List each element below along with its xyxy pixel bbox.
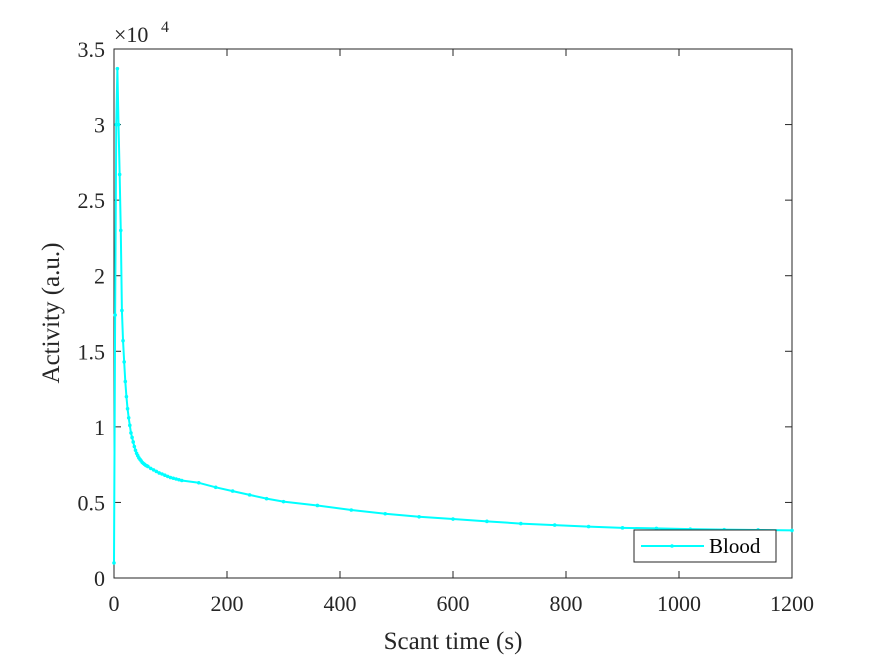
data-point <box>213 485 218 490</box>
x-tick-label: 1200 <box>770 591 814 616</box>
x-tick-label: 400 <box>324 591 357 616</box>
x-tick-label: 800 <box>550 591 583 616</box>
x-tick-label: 0 <box>109 591 120 616</box>
data-point <box>118 228 123 233</box>
data-point <box>790 528 794 533</box>
data-point <box>126 415 131 420</box>
y-tick-label: 1 <box>94 415 105 440</box>
plot-area <box>114 49 792 578</box>
data-point <box>281 499 286 504</box>
data-point <box>383 511 388 516</box>
data-point <box>154 469 159 474</box>
data-point <box>247 493 252 497</box>
data-point <box>177 477 181 482</box>
data-point <box>117 172 122 177</box>
data-point <box>586 524 591 529</box>
data-point <box>112 561 116 565</box>
x-tick-label: 1000 <box>657 591 701 616</box>
data-point <box>349 508 354 512</box>
data-point <box>552 523 557 527</box>
data-point <box>230 489 235 493</box>
legend: Blood <box>633 529 777 563</box>
data-point <box>157 471 161 475</box>
data-point <box>160 472 164 476</box>
data-point <box>264 496 269 501</box>
data-point <box>146 464 150 469</box>
data-point <box>113 313 117 317</box>
data-point <box>125 406 130 411</box>
y-tick-label: 0.5 <box>78 490 106 515</box>
data-point <box>120 308 124 313</box>
y-exponent-base: ×10 <box>114 22 148 47</box>
data-point <box>148 466 153 471</box>
data-point <box>128 423 132 428</box>
data-point <box>417 514 421 519</box>
data-point <box>130 435 134 440</box>
data-point <box>163 473 167 478</box>
data-point <box>151 468 156 472</box>
y-exponent: ×10 4 <box>114 19 169 47</box>
data-point <box>133 448 138 453</box>
data-point <box>171 476 176 481</box>
data-point <box>451 517 455 521</box>
data-point <box>122 360 126 364</box>
data-point <box>519 521 523 526</box>
data-point <box>174 477 178 481</box>
data-point <box>165 474 170 479</box>
data-point <box>115 66 120 71</box>
y-tick-label: 3 <box>94 113 105 138</box>
y-axis-label: Activity (a.u.) <box>38 243 65 384</box>
data-point <box>116 122 121 127</box>
x-tick-label: 600 <box>437 591 470 616</box>
data-point <box>485 519 489 524</box>
y-tick-label: 0 <box>94 566 105 591</box>
x-axis: 0 200 400 600 800 1000 1200 <box>109 49 814 616</box>
data-point <box>654 526 659 531</box>
y-tick-label: 1.5 <box>78 339 106 364</box>
y-axis: 0 0.5 1 1.5 2 2.5 3 3.5 <box>78 37 792 591</box>
y-exponent-power: 4 <box>161 19 169 36</box>
data-point <box>121 338 125 343</box>
data-point <box>132 444 137 449</box>
data-point <box>196 480 201 485</box>
legend-label: Blood <box>709 534 761 558</box>
y-tick-label: 2.5 <box>78 188 106 213</box>
y-tick-label: 2 <box>94 264 105 289</box>
data-point <box>620 526 625 530</box>
y-tick-label: 3.5 <box>78 37 106 62</box>
x-axis-label: Scant time (s) <box>384 628 523 655</box>
data-point <box>129 431 133 435</box>
data-point <box>131 440 136 444</box>
legend-marker <box>670 544 674 548</box>
data-point <box>168 475 173 480</box>
data-point <box>315 503 320 508</box>
data-point <box>124 394 129 399</box>
x-tick-label: 200 <box>211 591 244 616</box>
data-point <box>180 478 184 483</box>
data-point <box>123 379 128 384</box>
series-blood <box>112 66 794 565</box>
